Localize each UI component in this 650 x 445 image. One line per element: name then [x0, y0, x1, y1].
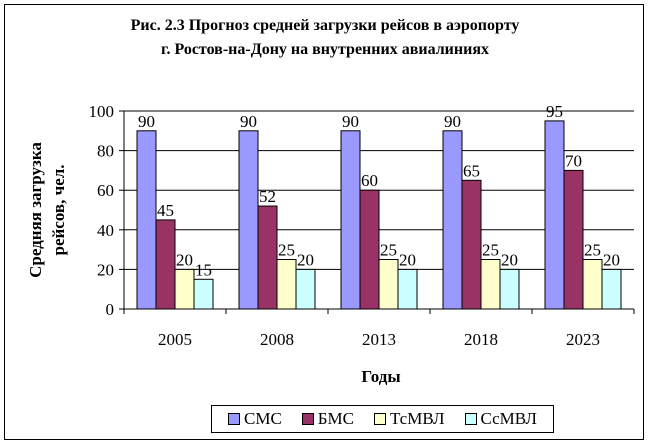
data-label: 65 — [463, 161, 480, 180]
bar-БМС-2013 — [359, 189, 380, 310]
data-label: 70 — [565, 151, 582, 170]
data-label: 15 — [195, 260, 212, 279]
bar-СсМВЛ-2005 — [193, 278, 214, 310]
bar-ТсМВЛ-2023 — [582, 259, 603, 310]
legend-swatch — [227, 413, 240, 425]
x-category-label: 2013 — [362, 330, 396, 349]
data-label: 20 — [501, 250, 518, 269]
bar-ТсМВЛ-2005 — [174, 268, 195, 310]
legend-label: СсМВЛ — [480, 409, 537, 428]
legend-item: БМС — [301, 409, 354, 429]
y-tick-label: 0 — [106, 300, 115, 319]
data-label: 60 — [361, 171, 378, 190]
data-label: 20 — [399, 250, 416, 269]
y-tick-label: 80 — [97, 142, 114, 161]
legend-swatch — [373, 413, 386, 425]
legend-swatch — [301, 413, 314, 425]
y-tick-label: 100 — [89, 102, 115, 121]
y-axis-label-line2: рейсов, чел. — [49, 164, 68, 255]
x-category-label: 2018 — [464, 330, 498, 349]
bar-БМС-2018 — [461, 179, 482, 310]
data-label: 25 — [380, 241, 397, 260]
bar-СсМВЛ-2013 — [397, 268, 418, 310]
data-label: 90 — [444, 112, 461, 131]
y-tick-label: 60 — [97, 181, 114, 200]
data-label: 20 — [603, 250, 620, 269]
legend-label: СМС — [243, 409, 282, 428]
bar-БМС-2023 — [563, 169, 584, 310]
chart-title-line1: Рис. 2.3 Прогноз средней загрузки рейсов… — [130, 17, 520, 34]
y-axis-label-line1: Средняя загрузка — [26, 142, 45, 278]
data-label: 90 — [240, 112, 257, 131]
data-label: 25 — [278, 241, 295, 260]
x-category-label: 2005 — [158, 330, 192, 349]
data-label: 90 — [342, 112, 359, 131]
bar-БМС-2008 — [257, 205, 278, 310]
data-label: 90 — [138, 112, 155, 131]
bar-СМС-2023 — [544, 120, 565, 310]
data-label: 45 — [157, 201, 174, 220]
chart-legend: СМС БМС ТсМВЛ СсМВЛ — [211, 405, 554, 433]
y-tick-label: 20 — [97, 260, 114, 279]
bar-ТсМВЛ-2013 — [378, 259, 399, 310]
bar-ТсМВЛ-2018 — [480, 259, 501, 310]
chart-title-line2: г. Ростов-на-Дону на внутренних авиалини… — [160, 41, 489, 58]
data-label: 95 — [546, 102, 563, 121]
data-label: 25 — [584, 241, 601, 260]
bar-СМС-2018 — [442, 130, 463, 310]
legend-swatch — [464, 413, 477, 425]
legend-label: БМС — [317, 409, 354, 428]
legend-item: СМС — [227, 409, 282, 429]
y-tick-label: 40 — [97, 221, 114, 240]
x-category-label: 2023 — [566, 330, 600, 349]
bar-БМС-2005 — [155, 219, 176, 310]
data-label: 25 — [482, 241, 499, 260]
legend-item: СсМВЛ — [464, 409, 537, 429]
chart-frame — [4, 4, 644, 440]
bar-СМС-2005 — [136, 130, 157, 310]
bar-СсМВЛ-2008 — [295, 268, 316, 310]
x-axis-label: Годы — [361, 367, 400, 386]
bar-СсМВЛ-2018 — [499, 268, 520, 310]
data-label: 20 — [297, 250, 314, 269]
legend-label: ТсМВЛ — [389, 409, 445, 428]
data-label: 52 — [259, 187, 276, 206]
bar-СсМВЛ-2023 — [601, 268, 622, 310]
bar-ТсМВЛ-2008 — [276, 259, 297, 310]
x-category-label: 2008 — [260, 330, 294, 349]
bar-СМС-2008 — [238, 130, 259, 310]
chart-title: Рис. 2.3 Прогноз средней загрузки рейсов… — [0, 14, 650, 62]
legend-item: ТсМВЛ — [373, 409, 445, 429]
data-label: 20 — [176, 250, 193, 269]
bar-СМС-2013 — [340, 130, 361, 310]
